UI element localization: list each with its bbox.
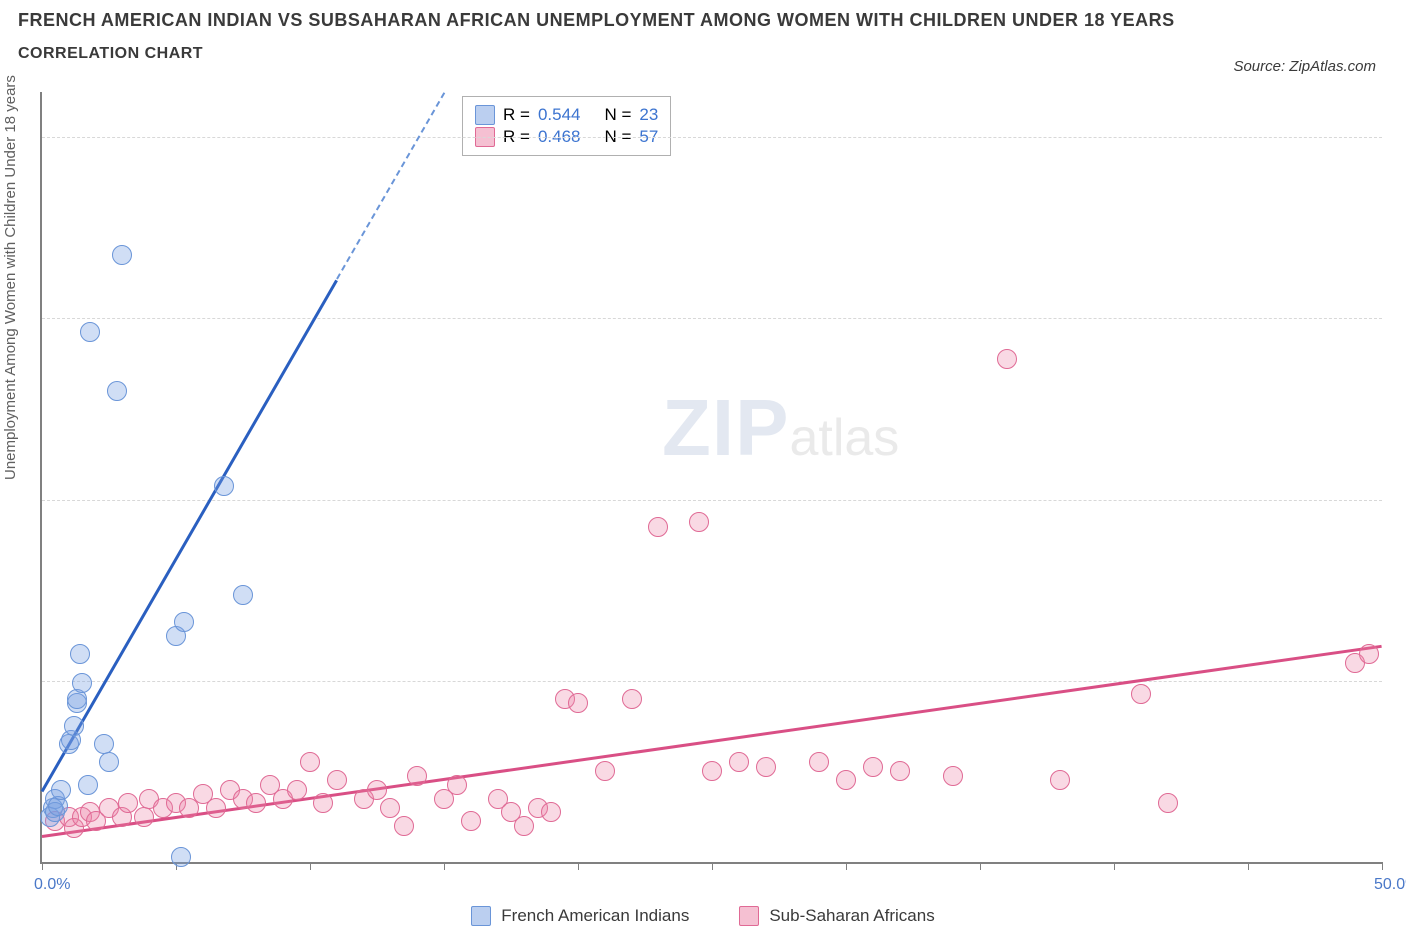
trend-line <box>336 92 445 279</box>
data-point <box>943 766 963 786</box>
x-tick <box>1114 862 1115 870</box>
data-point <box>233 585 253 605</box>
chart-title-block: FRENCH AMERICAN INDIAN VS SUBSAHARAN AFR… <box>18 10 1175 63</box>
bottom-legend-item-pink: Sub-Saharan Africans <box>739 906 934 926</box>
data-point <box>287 780 307 800</box>
data-point <box>447 775 467 795</box>
y-tick-label: 20.0% <box>1392 671 1406 689</box>
x-tick <box>846 862 847 870</box>
data-point <box>99 752 119 772</box>
data-point <box>756 757 776 777</box>
data-point <box>70 644 90 664</box>
data-point <box>622 689 642 709</box>
data-point <box>94 734 114 754</box>
watermark-suffix: atlas <box>789 409 899 467</box>
x-tick <box>1382 862 1383 870</box>
data-point <box>541 802 561 822</box>
y-tick-label: 80.0% <box>1392 127 1406 145</box>
data-point <box>1050 770 1070 790</box>
data-point <box>246 793 266 813</box>
data-point <box>729 752 749 772</box>
data-point <box>394 816 414 836</box>
data-point <box>171 847 191 867</box>
data-point <box>300 752 320 772</box>
data-point <box>112 245 132 265</box>
x-tick <box>578 862 579 870</box>
data-point <box>836 770 856 790</box>
legend-stats-row-blue: R = 0.544 N = 23 <box>475 105 658 125</box>
data-point <box>1158 793 1178 813</box>
data-point <box>809 752 829 772</box>
data-point <box>514 816 534 836</box>
watermark: ZIPatlas <box>662 382 899 474</box>
data-point <box>1359 644 1379 664</box>
x-tick <box>444 862 445 870</box>
x-tick-label: 50.0% <box>1374 876 1406 894</box>
x-tick <box>42 862 43 870</box>
data-point <box>206 798 226 818</box>
data-point <box>863 757 883 777</box>
bottom-legend-label-pink: Sub-Saharan Africans <box>769 906 934 926</box>
data-point <box>327 770 347 790</box>
data-point <box>80 322 100 342</box>
gridline <box>42 681 1382 682</box>
legend-R-value-blue: 0.544 <box>538 105 581 125</box>
data-point <box>702 761 722 781</box>
gridline <box>42 318 1382 319</box>
legend-swatch-blue <box>475 105 495 125</box>
data-point <box>134 807 154 827</box>
data-point <box>107 381 127 401</box>
data-point <box>380 798 400 818</box>
data-point <box>997 349 1017 369</box>
data-point <box>461 811 481 831</box>
data-point <box>51 780 71 800</box>
bottom-legend-label-blue: French American Indians <box>501 906 689 926</box>
chart-title-line2: CORRELATION CHART <box>18 45 1175 63</box>
x-tick <box>712 862 713 870</box>
gridline <box>42 500 1382 501</box>
data-point <box>595 761 615 781</box>
data-point <box>648 517 668 537</box>
data-point <box>72 673 92 693</box>
data-point <box>1131 684 1151 704</box>
data-point <box>78 775 98 795</box>
legend-stats-box: R = 0.544 N = 23 R = 0.468 N = 57 <box>462 96 671 156</box>
page-root: FRENCH AMERICAN INDIAN VS SUBSAHARAN AFR… <box>0 0 1406 930</box>
bottom-legend: French American Indians Sub-Saharan Afri… <box>0 906 1406 926</box>
y-axis-label: Unemployment Among Women with Children U… <box>2 75 19 480</box>
legend-N-label: N = <box>604 105 631 125</box>
x-tick-label: 0.0% <box>34 876 70 894</box>
y-tick-label: 60.0% <box>1392 308 1406 326</box>
legend-R-label: R = <box>503 105 530 125</box>
chart-plot-area: ZIPatlas R = 0.544 N = 23 R = 0.468 N = … <box>40 92 1382 864</box>
chart-title-line1: FRENCH AMERICAN INDIAN VS SUBSAHARAN AFR… <box>18 10 1175 31</box>
data-point <box>890 761 910 781</box>
x-tick <box>1248 862 1249 870</box>
bottom-legend-item-blue: French American Indians <box>471 906 689 926</box>
data-point <box>689 512 709 532</box>
source-label: Source: ZipAtlas.com <box>1233 58 1376 75</box>
data-point <box>118 793 138 813</box>
legend-swatch-blue <box>471 906 491 926</box>
data-point <box>367 780 387 800</box>
trend-line <box>41 279 338 792</box>
data-point <box>313 793 333 813</box>
legend-N-value-blue: 23 <box>639 105 658 125</box>
x-tick <box>980 862 981 870</box>
data-point <box>407 766 427 786</box>
gridline <box>42 137 1382 138</box>
x-tick <box>310 862 311 870</box>
data-point <box>174 612 194 632</box>
legend-swatch-pink <box>739 906 759 926</box>
watermark-brand: ZIP <box>662 383 789 472</box>
data-point <box>214 476 234 496</box>
data-point <box>64 716 84 736</box>
y-tick-label: 40.0% <box>1392 490 1406 508</box>
data-point <box>568 693 588 713</box>
trend-line <box>42 645 1382 838</box>
